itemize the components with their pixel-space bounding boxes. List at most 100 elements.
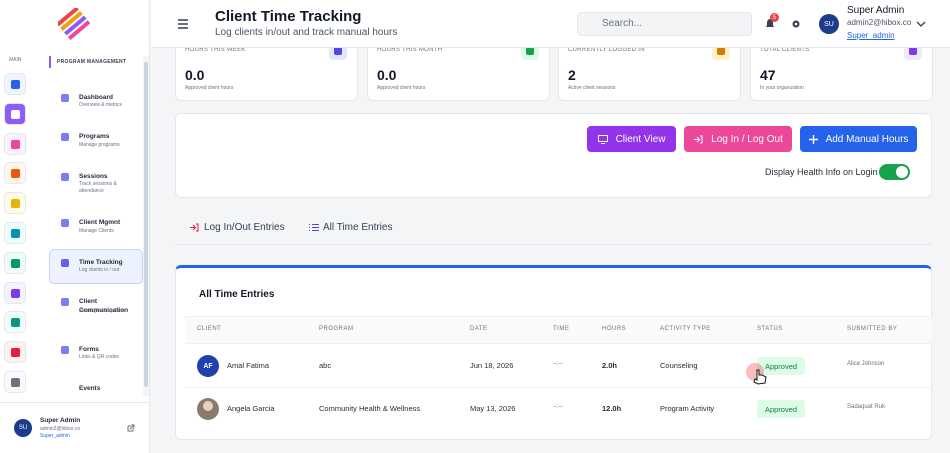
item-label[interactable]: Sessions [79, 173, 108, 180]
stat-value: 2 [568, 67, 576, 83]
cell-time: --:-- [553, 361, 563, 367]
item-label[interactable]: Dashboard [79, 94, 113, 101]
item-desc: Manage programs [79, 142, 120, 148]
column-header[interactable]: TIME [553, 326, 570, 332]
item-icon [61, 346, 69, 354]
rail-icon [11, 378, 20, 387]
health-info-toggle[interactable] [879, 164, 910, 180]
column-header[interactable]: STATUS [757, 326, 783, 332]
cell-program: abc [319, 361, 332, 370]
tab-icon [190, 223, 199, 232]
item-desc: Manage Clients [79, 228, 114, 234]
cell-hours: 12.0h [602, 404, 622, 413]
rail-button[interactable] [4, 192, 26, 215]
scroll-thumb[interactable] [144, 62, 148, 387]
search-input[interactable]: Search... [577, 12, 752, 36]
cell-activity: Counseling [660, 361, 698, 370]
rail-button[interactable] [4, 132, 26, 155]
cell-client: Amal Fatima [227, 361, 270, 370]
tab[interactable]: All Time Entries [323, 222, 393, 233]
header-user-username[interactable]: Super_admin [847, 31, 895, 40]
stat-desc: In your organization [760, 85, 804, 91]
rail-button[interactable] [4, 371, 26, 393]
avatar-photo [203, 401, 213, 411]
header-user-email: admin2@hibox.co [847, 18, 912, 27]
button-label: Log In / Log Out [711, 133, 783, 145]
rail-button[interactable] [4, 102, 26, 125]
row-divider [185, 387, 932, 388]
stat-desc: Approved client hours [377, 85, 426, 91]
table-card [175, 265, 932, 440]
cell-date: Jun 18, 2026 [470, 361, 514, 370]
cell-submitted-by: Alice Johnson [847, 361, 885, 367]
tab[interactable]: Log In/Out Entries [204, 222, 285, 233]
item-label[interactable]: Forms [79, 346, 99, 353]
item-label[interactable]: Time Tracking [79, 259, 123, 266]
item-desc: Links & QR codes [79, 354, 120, 360]
user-username: Super_admin [40, 433, 70, 439]
stat-label: TOTAL CLIENTS [760, 47, 810, 53]
rail-icon [11, 288, 20, 298]
header-user-name: Super Admin [847, 5, 905, 16]
settings-button[interactable] [791, 19, 801, 29]
column-header[interactable]: PROGRAM [319, 326, 354, 332]
external-icon[interactable] [127, 424, 135, 432]
user-name: Super Admin [40, 417, 81, 424]
rail-button[interactable] [4, 311, 26, 334]
stat-icon-glyph [334, 47, 342, 55]
rail-button[interactable] [4, 281, 26, 304]
item-label[interactable]: Client Mgmnt [79, 219, 121, 226]
cell-date: May 13, 2026 [470, 404, 516, 413]
column-header[interactable]: SUBMITTED BY [847, 326, 898, 332]
item-icon [61, 219, 69, 227]
item-icon [61, 94, 69, 102]
item-icon [61, 133, 69, 141]
rail-button[interactable] [4, 341, 26, 364]
item-desc: Messages & updates [79, 308, 126, 314]
rail-icon [11, 139, 20, 149]
column-header[interactable]: HOURS [602, 326, 627, 332]
rail-icon [11, 258, 20, 268]
add-manual-hours-button[interactable]: Add Manual Hours [800, 126, 917, 152]
cell-hours: 2.0h [602, 361, 618, 370]
column-header[interactable]: CLIENT [197, 326, 222, 332]
client-view-button[interactable]: Client View [587, 126, 676, 152]
menu-button[interactable] [177, 18, 189, 30]
item-label[interactable]: Client Communication [79, 298, 129, 314]
item-desc: Log clients in / out [79, 267, 120, 273]
stat-value: 0.0 [377, 67, 397, 83]
item-icon [61, 298, 69, 306]
toggle-knob [896, 166, 908, 178]
item-icon [61, 173, 69, 181]
user-menu-toggle[interactable] [916, 20, 926, 28]
stat-label: CURRENTLY LOGGED IN [568, 47, 645, 53]
button-label: Add Manual Hours [825, 133, 909, 145]
cell-time: --:-- [553, 404, 563, 410]
tab-icon [309, 224, 319, 231]
header-avatar[interactable]: SU [819, 14, 839, 34]
status-badge: Approved [757, 400, 805, 418]
cursor [746, 363, 767, 385]
avatar: SU [14, 419, 32, 437]
rail-icon [11, 80, 20, 89]
rail-button[interactable] [4, 73, 26, 95]
cell-submitted-by: Sadaquat Ruk [847, 404, 886, 410]
item-label[interactable]: Events [79, 385, 101, 392]
item-desc: Overview & metrics [79, 102, 123, 108]
rail-icon [11, 109, 20, 119]
column-header[interactable]: DATE [470, 326, 488, 332]
log-in-out-button[interactable]: Log In / Log Out [684, 126, 792, 152]
item-label[interactable]: Programs [79, 133, 110, 140]
column-header[interactable]: ACTIVITY TYPE [660, 326, 711, 332]
section-marker [49, 56, 51, 68]
divider [0, 402, 150, 403]
stat-icon-glyph [526, 47, 534, 55]
rail-button[interactable] [4, 162, 26, 185]
section-title: PROGRAM MANAGEMENT [57, 59, 127, 65]
rail-button[interactable] [4, 222, 26, 244]
logo[interactable] [58, 8, 90, 40]
cell-program: Community Health & Wellness [319, 404, 421, 413]
rail-button[interactable] [4, 251, 26, 274]
